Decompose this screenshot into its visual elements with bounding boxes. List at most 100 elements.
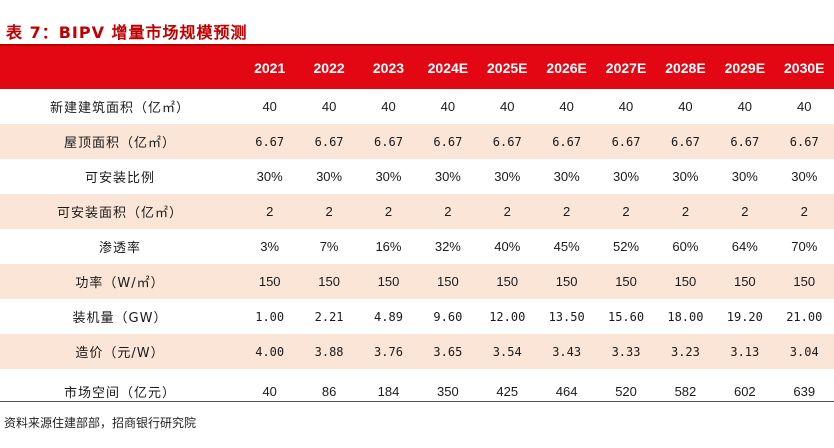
table-row: 市场空间（亿元） 40 86 184 350 425 464 520 582 6… [0,369,834,413]
year-header-row: 2021 2022 2023 2024E 2025E 2026E 2027E 2… [0,46,834,89]
value-cell: 150 [418,264,478,299]
year-header-cell: 2026E [536,46,597,89]
value-cell: 3.43 [536,334,597,369]
value-cell: 2.21 [314,309,344,324]
value-cell: 6.67 [774,124,834,159]
value-cell: 18.00 [667,309,704,324]
value-cell: 6.67 [715,124,775,159]
value-cell: 6.67 [655,124,716,159]
value-cell: 40 [737,99,753,114]
table-row: 装机量（GW） 1.00 2.21 4.89 9.60 12.00 13.50 … [0,299,834,334]
value-cell: 464 [555,383,578,399]
value-cell: 64% [731,239,758,254]
value-cell: 52% [613,239,640,254]
value-cell: 40% [494,239,521,254]
value-cell: 30% [375,169,402,184]
value-cell: 6.67 [536,124,597,159]
table-row: 造价（元/W） 4.00 3.88 3.76 3.65 3.54 3.43 3.… [0,334,834,369]
value-cell: 4.89 [374,309,403,324]
value-cell: 520 [615,383,637,399]
row-label: 渗透率 [98,241,141,256]
value-cell: 12.00 [489,309,526,324]
value-cell: 7% [319,239,339,254]
value-cell: 40 [618,99,634,114]
table-bottom-rule [0,401,834,402]
table-title: 表 7：BIPV 增量市场规模预测 [6,23,248,42]
year-header-cell: 2024E [418,46,478,89]
value-cell: 2 [358,194,419,229]
value-cell: 40 [321,99,337,114]
value-cell: 6.67 [418,124,478,159]
value-cell: 350 [437,383,459,399]
value-cell: 6.67 [299,124,359,159]
row-label: 屋顶面积（亿㎡） [0,124,240,159]
value-cell: 40 [262,99,277,114]
value-cell: 15.60 [607,309,645,324]
table-row: 新建建筑面积（亿㎡） 40 40 40 40 40 40 40 40 40 40 [0,89,834,124]
year-header-cell: 2029E [715,46,775,89]
value-cell: 30% [316,169,343,184]
value-cell: 2 [596,194,656,229]
value-cell: 16% [375,239,402,254]
value-cell: 30% [731,169,758,184]
value-cell: 150 [240,264,300,299]
value-cell: 30% [494,169,521,184]
value-cell: 45% [553,239,580,254]
value-cell: 639 [793,383,816,399]
year-header-cell: 2022 [299,46,359,89]
value-cell: 2 [240,194,300,229]
value-cell: 425 [496,383,519,399]
row-label: 可安装比例 [84,171,155,186]
value-cell: 3.54 [477,334,537,369]
value-cell: 40 [559,99,574,114]
value-cell: 2 [774,194,834,229]
value-cell: 40 [797,99,812,114]
value-cell: 150 [358,264,419,299]
value-cell: 150 [715,264,775,299]
value-cell: 30% [613,169,640,184]
year-header-cell: 2023 [358,46,419,89]
value-cell: 30% [553,169,580,184]
value-cell: 13.50 [548,309,585,324]
value-cell: 2 [715,194,775,229]
table-row: 可安装比例 30% 30% 30% 30% 30% 30% 30% 30% 30… [0,159,834,194]
value-cell: 1.00 [255,309,285,324]
value-cell: 6.67 [477,124,537,159]
value-cell: 19.20 [726,309,763,324]
value-cell: 70% [791,239,818,254]
row-label: 新建建筑面积（亿㎡） [49,101,190,116]
value-cell: 150 [655,264,716,299]
value-cell: 6.67 [240,124,300,159]
value-cell: 40 [440,99,456,114]
year-header-cell: 2028E [655,46,716,89]
value-cell: 2 [477,194,537,229]
value-cell: 40 [262,383,277,399]
value-cell: 3.23 [655,334,716,369]
table-row: 屋顶面积（亿㎡） 6.67 6.67 6.67 6.67 6.67 6.67 6… [0,124,834,159]
value-cell: 6.67 [358,124,419,159]
value-cell: 30% [672,169,699,184]
title-divider [0,44,834,46]
value-cell: 32% [434,239,461,254]
value-cell: 2 [418,194,478,229]
value-cell: 86 [321,383,337,399]
value-cell: 40 [500,99,515,114]
value-cell: 3.76 [358,334,419,369]
row-label: 造价（元/W） [0,334,240,369]
value-cell: 3.88 [299,334,359,369]
value-cell: 2 [655,194,716,229]
value-cell: 150 [477,264,537,299]
value-cell: 582 [674,383,697,399]
title-bar: 表 7：BIPV 增量市场规模预测 [0,0,834,46]
row-label: 市场空间（亿元） [63,385,176,401]
value-cell: 9.60 [433,309,463,324]
row-label: 装机量（GW） [72,311,168,326]
year-header-cell: 2025E [477,46,537,89]
value-cell: 21.00 [786,309,823,324]
value-cell: 2 [536,194,597,229]
source-note: 资料来源住建部部，招商银行研究院 [4,416,197,430]
value-cell: 150 [596,264,656,299]
bipv-projection-table: 2021 2022 2023 2024E 2025E 2026E 2027E 2… [0,46,834,413]
value-cell: 3.13 [715,334,775,369]
year-header-cell: 2030E [774,46,834,89]
